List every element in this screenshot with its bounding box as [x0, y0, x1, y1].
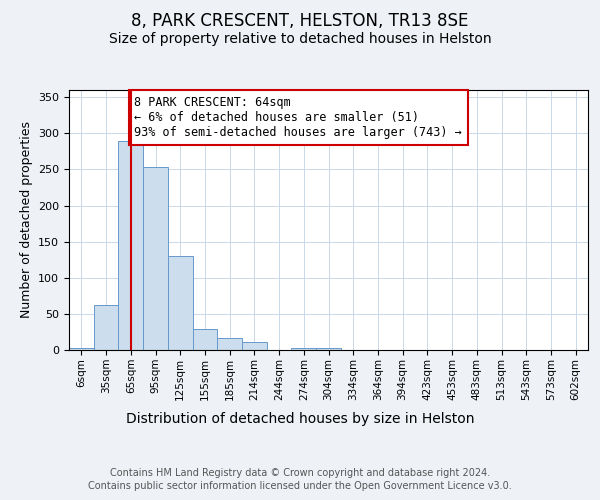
Text: 8, PARK CRESCENT, HELSTON, TR13 8SE: 8, PARK CRESCENT, HELSTON, TR13 8SE: [131, 12, 469, 30]
Bar: [94, 305, 118, 350]
Bar: [217, 338, 242, 350]
Bar: [118, 140, 143, 350]
Bar: [168, 256, 193, 350]
Bar: [193, 329, 217, 350]
Text: 8 PARK CRESCENT: 64sqm
← 6% of detached houses are smaller (51)
93% of semi-deta: 8 PARK CRESCENT: 64sqm ← 6% of detached …: [134, 96, 462, 139]
Bar: [143, 168, 168, 350]
Bar: [292, 348, 316, 350]
Bar: [316, 348, 341, 350]
Y-axis label: Number of detached properties: Number of detached properties: [20, 122, 32, 318]
Text: Distribution of detached houses by size in Helston: Distribution of detached houses by size …: [126, 412, 474, 426]
Bar: [69, 348, 94, 350]
Text: Size of property relative to detached houses in Helston: Size of property relative to detached ho…: [109, 32, 491, 46]
Text: Contains HM Land Registry data © Crown copyright and database right 2024.: Contains HM Land Registry data © Crown c…: [110, 468, 490, 477]
Text: Contains public sector information licensed under the Open Government Licence v3: Contains public sector information licen…: [88, 481, 512, 491]
Bar: [242, 342, 267, 350]
